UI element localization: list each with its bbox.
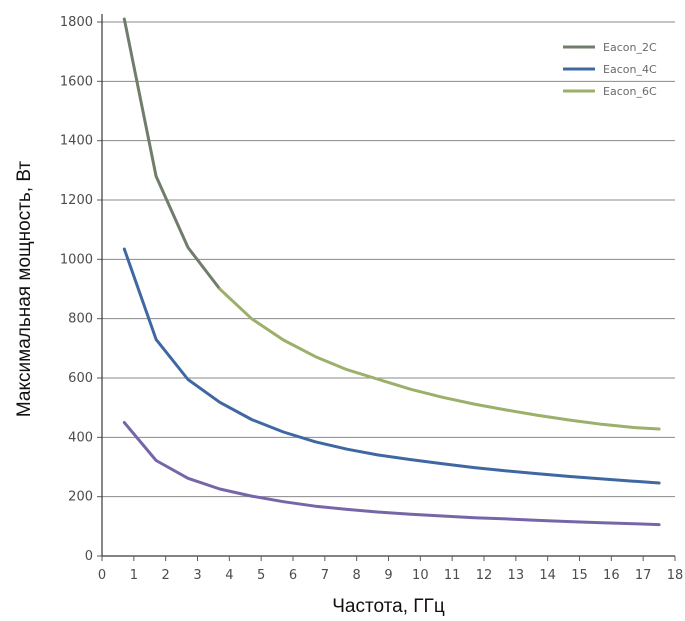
y-tick-label: 1000 <box>60 252 93 267</box>
series-line-0 <box>122 17 222 291</box>
x-tick-label: 18 <box>667 568 684 583</box>
x-tick-label: 14 <box>539 568 556 583</box>
x-axis-title: Частота, ГГц <box>332 596 445 617</box>
y-tick-label: 1200 <box>60 193 93 208</box>
legend-label-0: Eacon_2C <box>603 41 657 54</box>
x-tick-label: 3 <box>193 568 201 583</box>
y-tick-label: 1600 <box>60 74 93 89</box>
series-group <box>122 17 661 527</box>
y-axis-title: Максимальная мощность, Вт <box>14 161 35 418</box>
x-tick-label: 4 <box>225 568 233 583</box>
x-tick-label: 12 <box>476 568 493 583</box>
x-tick-label: 8 <box>353 568 361 583</box>
y-tick-label: 400 <box>68 430 93 445</box>
grid <box>102 21 675 498</box>
x-tick-label: 13 <box>508 568 525 583</box>
x-tick-label: 1 <box>130 568 138 583</box>
y-tick-label: 1800 <box>60 15 93 30</box>
x-tick-label: 7 <box>321 568 329 583</box>
legend: Eacon_2C Eacon_4C Eacon_6C <box>563 41 657 98</box>
x-tick-label: 0 <box>98 568 106 583</box>
x-tick-label: 6 <box>289 568 297 583</box>
x-tick-label: 17 <box>635 568 652 583</box>
x-tick-label: 16 <box>603 568 620 583</box>
y-tick-label: 0 <box>85 549 93 564</box>
y-tick-label: 1400 <box>60 134 93 149</box>
series-line-3 <box>122 421 661 527</box>
x-tick-label: 10 <box>412 568 429 583</box>
x-tick-label: 2 <box>162 568 170 583</box>
x-tick-label: 9 <box>384 568 392 583</box>
y-tick-label: 800 <box>68 312 93 327</box>
x-tick-label: 11 <box>444 568 461 583</box>
series-line-1 <box>122 247 661 485</box>
x-tick-label: 15 <box>571 568 588 583</box>
legend-label-1: Eacon_4C <box>603 63 657 76</box>
series-line-2 <box>218 287 661 431</box>
legend-label-2: Eacon_6C <box>603 85 657 98</box>
y-tick-label: 600 <box>68 371 93 386</box>
y-tick-label: 200 <box>68 490 93 505</box>
x-tick-label: 5 <box>257 568 265 583</box>
